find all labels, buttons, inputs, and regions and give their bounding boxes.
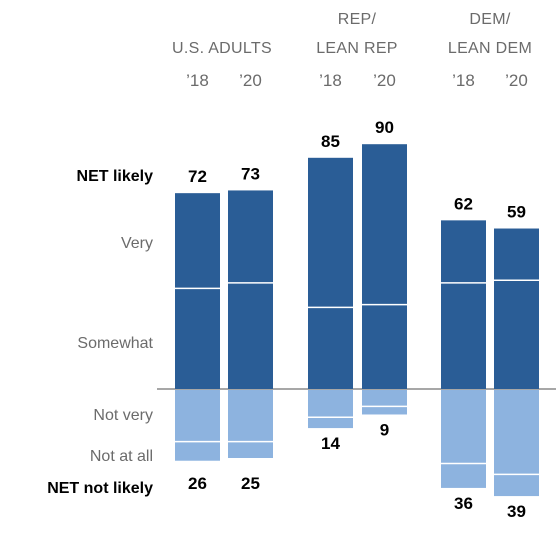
- row-label-very: Very: [121, 235, 153, 252]
- net-likely-value: 59: [507, 203, 526, 222]
- net-not-likely-value: 25: [241, 474, 260, 493]
- net-likely-value: 62: [454, 194, 473, 213]
- net-not-likely-value: 36: [454, 494, 473, 513]
- year-label: ’18: [319, 71, 342, 90]
- net-not-likely-value: 9: [380, 420, 389, 439]
- year-label: ’18: [452, 71, 475, 90]
- net-likely-value: 85: [321, 132, 340, 151]
- row-label-not-at-all: Not at all: [90, 448, 153, 465]
- year-label: ’20: [239, 71, 262, 90]
- year-label: ’18: [186, 71, 209, 90]
- group-title-line2-dem: LEAN DEM: [448, 40, 532, 57]
- bar-likely: [175, 193, 220, 389]
- net-not-likely-value: 14: [321, 434, 340, 453]
- bar-likely: [228, 190, 273, 389]
- net-likely-value: 73: [241, 164, 260, 183]
- year-label: ’20: [373, 71, 396, 90]
- bar-not-likely: [362, 390, 407, 415]
- year-label: ’20: [505, 71, 528, 90]
- bar-not-likely: [175, 390, 220, 461]
- group-title-line1-dem: DEM/: [469, 11, 510, 28]
- bar-likely: [441, 220, 486, 389]
- bar-not-likely: [308, 390, 353, 429]
- row-label-somewhat: Somewhat: [77, 335, 153, 352]
- group-title-line2-us: U.S. ADULTS: [172, 40, 272, 57]
- bar-not-likely: [228, 390, 273, 458]
- bars: ’18 ’20 ’18 ’20 ’18 ’20 72 26 73 25 85 14 90 9 62 36 59 3…: [175, 71, 539, 521]
- net-not-likely-value: 39: [507, 502, 526, 521]
- bar-likely: [308, 157, 353, 389]
- row-label-not-very: Not very: [93, 407, 153, 424]
- row-labels: NET likely Very Somewhat Not very Not at…: [47, 168, 153, 497]
- net-likely-value: 72: [188, 167, 207, 186]
- bar-likely: [494, 228, 539, 389]
- group-title-line2-rep: LEAN REP: [316, 40, 398, 57]
- row-label-net-likely: NET likely: [77, 168, 154, 185]
- bar-not-likely: [441, 390, 486, 488]
- group-titles: U.S. ADULTS REP/ LEAN REP DEM/ LEAN DEM: [172, 11, 532, 57]
- net-not-likely-value: 26: [188, 474, 207, 493]
- bar-likely: [362, 144, 407, 389]
- group-title-line1-rep: REP/: [338, 11, 377, 28]
- net-likely-value: 90: [375, 118, 394, 137]
- bar-not-likely: [494, 390, 539, 497]
- row-label-net-not-likely: NET not likely: [47, 480, 153, 497]
